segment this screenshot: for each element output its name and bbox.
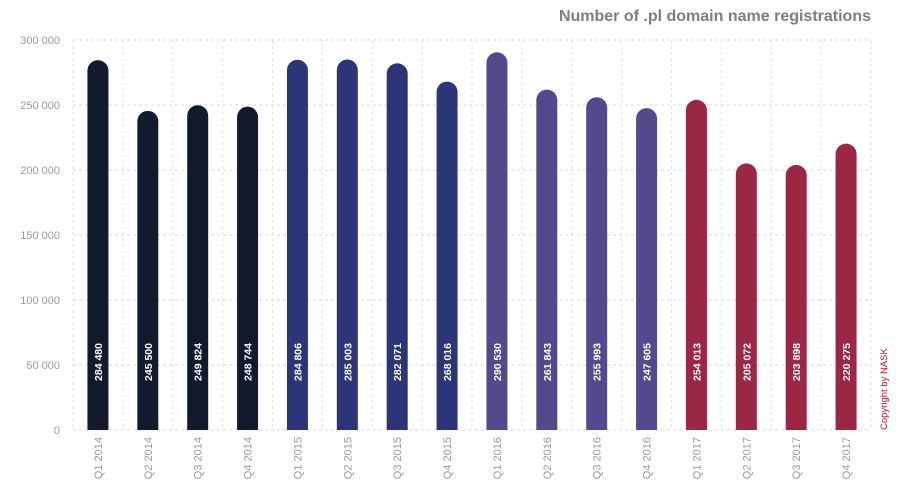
- data-label: 254 013: [691, 343, 703, 381]
- bar: [785, 164, 807, 430]
- x-tick-label: Q4 2017: [841, 437, 853, 479]
- data-label: 290 530: [492, 343, 504, 381]
- y-tick-label: 200 000: [20, 165, 60, 177]
- bar: [237, 106, 259, 430]
- x-tick-label: Q2 2017: [741, 437, 753, 479]
- bar: [636, 108, 658, 431]
- y-tick-label: 300 000: [20, 35, 60, 47]
- x-tick-label: Q4 2016: [642, 437, 654, 479]
- bar: [336, 59, 358, 431]
- data-label: 268 016: [442, 343, 454, 381]
- x-tick-label: Q3 2016: [592, 437, 604, 479]
- chart-title: Number of .pl domain name registrations: [559, 8, 871, 25]
- y-tick-label: 250 000: [20, 100, 60, 112]
- data-label: 247 605: [642, 343, 654, 381]
- bar: [187, 105, 209, 431]
- bars: [87, 52, 857, 431]
- x-tick-label: Q4 2015: [442, 437, 454, 479]
- data-labels: 284 480 245 500 249 824 248 744 284 806 285 0…: [93, 343, 853, 381]
- x-tick-label: Q2 2014: [143, 437, 155, 479]
- bar: [137, 110, 159, 430]
- y-tick-label: 150 000: [20, 230, 60, 242]
- bar: [386, 63, 408, 430]
- bar: [735, 163, 757, 430]
- x-axis: Q1 2014 Q2 2014 Q3 2014 Q4 2014 Q1 2015 Q2 20…: [93, 437, 853, 479]
- data-label: 284 480: [93, 343, 105, 381]
- y-tick-label: 50 000: [26, 360, 60, 372]
- bar: [835, 143, 857, 430]
- bar: [586, 97, 608, 430]
- x-tick-label: Q1 2016: [492, 437, 504, 479]
- x-tick-label: Q1 2015: [292, 437, 304, 479]
- x-tick-label: Q3 2017: [791, 437, 803, 479]
- data-label: 220 275: [841, 343, 853, 381]
- x-tick-label: Q2 2016: [542, 437, 554, 479]
- data-label: 205 072: [741, 343, 753, 381]
- x-tick-label: Q4 2014: [243, 437, 255, 479]
- x-tick-label: Q1 2014: [93, 437, 105, 479]
- x-tick-label: Q1 2017: [691, 437, 703, 479]
- y-tick-label: 0: [54, 425, 60, 437]
- x-tick-label: Q3 2014: [193, 437, 205, 479]
- data-label: 261 843: [542, 343, 554, 381]
- data-label: 245 500: [143, 343, 155, 381]
- data-label: 249 824: [193, 343, 205, 381]
- copyright-note: Copyright by NASK: [879, 347, 890, 430]
- y-tick-label: 100 000: [20, 295, 60, 307]
- bar: [685, 99, 707, 431]
- data-label: 284 806: [292, 343, 304, 381]
- data-label: 282 071: [392, 343, 404, 381]
- data-label: 255 993: [592, 343, 604, 381]
- data-label: 285 003: [342, 343, 354, 381]
- x-tick-label: Q2 2015: [342, 437, 354, 479]
- y-axis: 0 50 000 100 000 150 000 200 000 250 000 300 0…: [20, 35, 60, 437]
- x-tick-label: Q3 2015: [392, 437, 404, 479]
- bar: [286, 59, 308, 431]
- data-label: 203 898: [791, 343, 803, 381]
- data-label: 248 744: [243, 343, 255, 381]
- bar: [536, 89, 558, 431]
- bar: [486, 52, 508, 430]
- bar: [87, 60, 109, 431]
- bar: [436, 81, 458, 430]
